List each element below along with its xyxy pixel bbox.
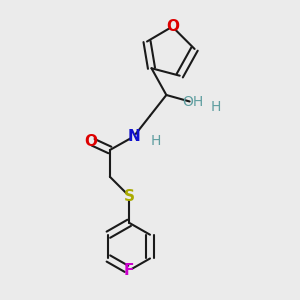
Text: H: H bbox=[151, 134, 161, 148]
Text: OH: OH bbox=[182, 95, 204, 110]
Text: O: O bbox=[84, 134, 97, 148]
Text: H: H bbox=[210, 100, 220, 114]
Text: S: S bbox=[124, 189, 135, 204]
Text: N: N bbox=[127, 129, 140, 144]
Text: F: F bbox=[124, 263, 134, 278]
Text: O: O bbox=[166, 19, 179, 34]
